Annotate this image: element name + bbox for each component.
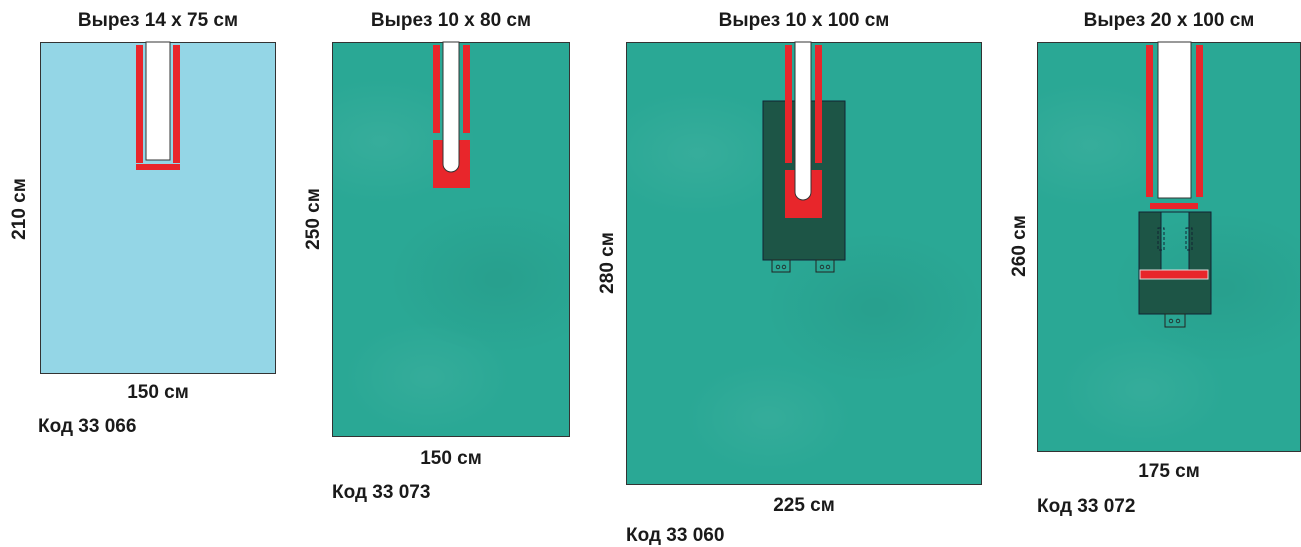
drape-4-adhesive-right bbox=[1196, 45, 1203, 197]
drape-1-adhesive-bottom bbox=[136, 164, 180, 170]
drape-3-code: Код 33 060 bbox=[626, 525, 725, 546]
drape-4-pouch-dashes-left bbox=[1157, 227, 1165, 251]
drape-1-width-label: 150 см bbox=[127, 382, 189, 403]
drape-3-tab-right bbox=[815, 259, 835, 273]
drape-2-code: Код 33 073 bbox=[332, 482, 431, 503]
drape-4-slit bbox=[1157, 41, 1192, 199]
drape-3-adhesive-left bbox=[785, 45, 792, 163]
drape-1-title: Вырез 14 х 75 см bbox=[77, 10, 239, 31]
drape-1-sheet bbox=[40, 42, 276, 374]
drape-4-adhesive-pouch bbox=[1139, 269, 1209, 280]
drape-4-height-label: 260 см bbox=[1009, 215, 1030, 277]
drape-4-tab bbox=[1164, 313, 1186, 328]
drape-4-pouch-dashes-right bbox=[1185, 227, 1193, 251]
drape-4-adhesive-left bbox=[1146, 45, 1153, 197]
drape-1-adhesive-left bbox=[136, 45, 143, 163]
drape-3-slit bbox=[794, 41, 812, 201]
drape-4-sheet bbox=[1037, 42, 1301, 452]
drape-2-adhesive-left bbox=[433, 45, 440, 133]
drape-2-slit bbox=[442, 41, 460, 173]
drape-1-code: Код 33 066 bbox=[38, 416, 137, 437]
drape-3-adhesive-right bbox=[815, 45, 822, 163]
drape-4-adhesive-bottom bbox=[1150, 203, 1198, 209]
drape-2-title: Вырез 10 х 80 см bbox=[370, 10, 532, 31]
drape-4-title: Вырез 20 х 100 см bbox=[1083, 10, 1255, 31]
drape-4-code: Код 33 072 bbox=[1037, 496, 1136, 517]
drape-1-slit bbox=[145, 41, 171, 161]
drape-2-width-label: 150 см bbox=[420, 448, 482, 469]
drape-3-tab-left bbox=[771, 259, 791, 273]
drape-3-title: Вырез 10 х 100 см bbox=[718, 10, 890, 31]
drape-1-adhesive-right bbox=[173, 45, 180, 163]
drape-3-width-label: 225 см bbox=[773, 495, 835, 516]
drape-4-width-label: 175 см bbox=[1138, 461, 1200, 482]
drape-4-pouch bbox=[1138, 211, 1212, 315]
drape-2-adhesive-right bbox=[463, 45, 470, 133]
